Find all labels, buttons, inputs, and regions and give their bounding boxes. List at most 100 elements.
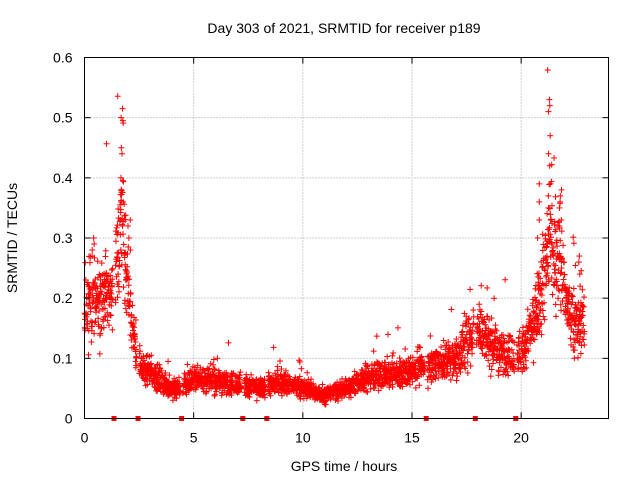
data-point	[522, 357, 529, 364]
x-tick-label: 10	[295, 430, 311, 446]
data-point	[541, 299, 548, 306]
data-point	[87, 304, 94, 311]
data-point	[467, 362, 474, 369]
data-point	[435, 375, 442, 382]
data-point	[448, 306, 455, 313]
data-point	[545, 192, 552, 199]
data-point	[571, 347, 578, 354]
data-point	[522, 354, 529, 361]
data-point	[570, 234, 577, 241]
data-point	[466, 315, 473, 322]
data-point	[389, 352, 396, 359]
data-point	[132, 338, 139, 345]
data-point	[566, 284, 573, 291]
data-point	[195, 370, 202, 377]
data-point	[449, 372, 456, 379]
data-point	[527, 340, 534, 347]
data-point	[322, 398, 329, 405]
data-point	[282, 367, 289, 374]
data-point	[118, 250, 125, 257]
data-point	[525, 348, 532, 355]
data-point	[427, 332, 434, 339]
data-point	[117, 231, 124, 238]
data-point	[457, 342, 464, 349]
data-point	[578, 342, 585, 349]
data-point	[85, 351, 92, 358]
data-point	[119, 117, 126, 124]
data-point	[225, 339, 232, 346]
data-point	[458, 357, 465, 364]
data-point	[573, 305, 580, 312]
data-point	[485, 357, 492, 364]
data-point	[544, 67, 551, 74]
data-point	[432, 375, 439, 382]
axis-ticks: 0 5 10 15 20 0 0.1 0.2 0.3 0.4 0.5 0.6	[53, 50, 609, 446]
data-point	[177, 383, 184, 390]
data-point	[552, 193, 559, 200]
data-point	[108, 282, 115, 289]
y-tick-label: 0.1	[53, 350, 73, 366]
data-point	[265, 369, 272, 376]
data-point	[555, 295, 562, 302]
data-point	[536, 180, 543, 187]
data-point	[458, 334, 465, 341]
data-point	[127, 298, 134, 305]
data-point	[570, 240, 577, 247]
data-point	[140, 357, 147, 364]
data-point	[556, 204, 563, 211]
data-point	[173, 395, 180, 402]
data-point	[92, 276, 99, 283]
data-point	[421, 359, 428, 366]
data-point	[536, 310, 543, 317]
data-point	[557, 198, 564, 205]
data-point	[117, 198, 124, 205]
data-point	[557, 192, 564, 199]
data-point	[97, 330, 104, 337]
data-point	[519, 324, 526, 331]
data-point	[484, 313, 491, 320]
data-point	[546, 102, 553, 109]
data-point	[502, 276, 509, 283]
data-point	[554, 243, 561, 250]
data-point	[429, 356, 436, 363]
data-point	[541, 316, 548, 323]
data-point	[102, 253, 109, 260]
data-point	[364, 389, 371, 396]
data-point	[275, 389, 282, 396]
data-point	[547, 132, 554, 139]
data-point	[129, 302, 136, 309]
data-point	[327, 396, 334, 403]
data-point	[125, 243, 132, 250]
data-point	[109, 296, 116, 303]
data-point	[120, 231, 127, 238]
data-point	[193, 366, 200, 373]
data-point	[527, 313, 534, 320]
data-point	[550, 252, 557, 259]
data-point	[125, 273, 132, 280]
data-point	[212, 391, 219, 398]
data-point	[478, 308, 485, 315]
data-point	[450, 368, 457, 375]
data-point	[165, 358, 172, 365]
data-point	[98, 288, 105, 295]
data-point	[136, 342, 143, 349]
data-point	[488, 315, 495, 322]
data-point	[538, 286, 545, 293]
data-point	[565, 296, 572, 303]
data-point	[556, 250, 563, 257]
data-point	[88, 338, 95, 345]
data-point	[107, 312, 114, 319]
data-point	[169, 397, 176, 404]
data-point	[556, 222, 563, 229]
data-point	[211, 392, 218, 399]
data-point	[548, 202, 555, 209]
data-point	[451, 364, 458, 371]
data-point	[516, 328, 523, 335]
data-point	[412, 384, 419, 391]
data-point	[581, 328, 588, 335]
data-point	[89, 247, 96, 254]
data-point	[90, 294, 97, 301]
data-point	[94, 258, 101, 265]
data-point	[457, 369, 464, 376]
